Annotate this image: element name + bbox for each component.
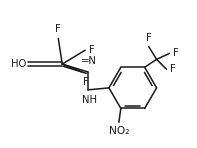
Text: F: F [170, 64, 176, 74]
Text: F: F [83, 77, 89, 87]
Text: NH: NH [82, 95, 97, 105]
Text: F: F [89, 45, 95, 55]
Text: F: F [174, 48, 179, 58]
Text: F: F [55, 24, 61, 34]
Text: F: F [146, 33, 151, 42]
Text: =N: =N [81, 56, 97, 66]
Text: NO₂: NO₂ [109, 126, 129, 136]
Text: HO: HO [11, 59, 27, 69]
